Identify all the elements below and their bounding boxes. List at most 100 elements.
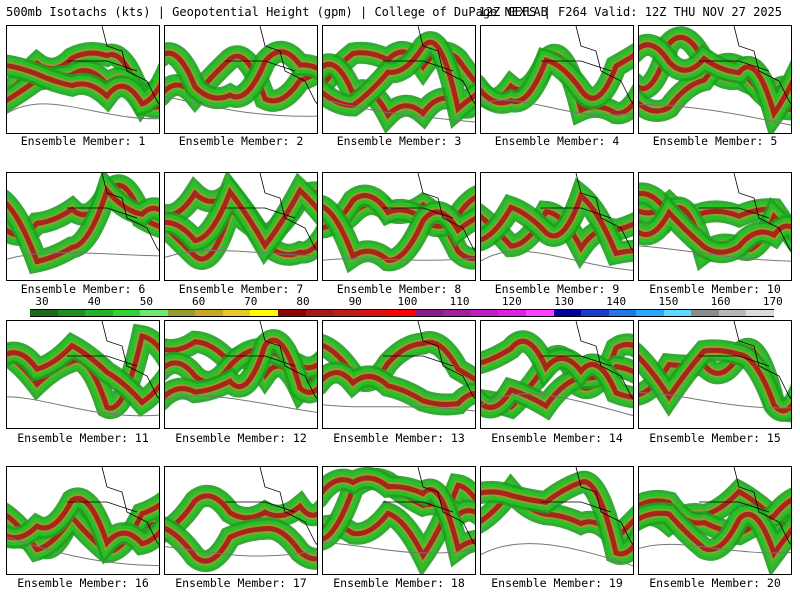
coastline [699, 321, 791, 400]
height-contour [165, 395, 317, 413]
jet-stream-band [165, 186, 317, 250]
scale-tick-label: 60 [191, 295, 206, 308]
jet-stream-band [165, 49, 317, 101]
color-swatch [57, 309, 86, 317]
height-contour [481, 543, 633, 567]
ensemble-member-label: Ensemble Member: 20 [649, 576, 781, 590]
color-swatch [718, 309, 747, 317]
height-contour [639, 245, 791, 262]
jet-stream-band [481, 191, 633, 257]
ensemble-member-map [638, 172, 792, 281]
coastline [383, 321, 475, 400]
height-contour [639, 392, 791, 409]
height-contour [481, 99, 633, 116]
ensemble-member-map [6, 320, 160, 429]
color-swatch [470, 309, 499, 317]
color-swatch [30, 309, 59, 317]
coastline [67, 467, 159, 546]
jet-stream-band [323, 475, 475, 553]
ensemble-member-map [322, 25, 476, 134]
height-contour [639, 543, 791, 554]
ensemble-member-label: Ensemble Member: 12 [175, 431, 307, 445]
height-contour [7, 103, 159, 120]
ensemble-member-map [638, 320, 792, 429]
ensemble-member-map [322, 320, 476, 429]
jet-stream-band [7, 185, 159, 265]
jet-stream-band [323, 482, 475, 561]
ensemble-member-label: Ensemble Member: 5 [652, 134, 778, 148]
height-contour [323, 542, 475, 554]
scale-tick-label: 130 [554, 295, 574, 308]
isotach-color-scale: 30 40 50 60 70 80 90 100 110 120 130 140 150 160 170 [16, 296, 788, 318]
scale-tick-label: 160 [710, 295, 731, 308]
jet-stream-band [323, 49, 475, 90]
ensemble-member-map [480, 466, 634, 575]
ensemble-member-map [480, 25, 634, 134]
ensemble-member-label: Ensemble Member: 16 [17, 576, 149, 590]
ensemble-member-map [638, 466, 792, 575]
color-swatch [663, 309, 692, 317]
jet-stream-band [481, 338, 633, 400]
scale-tick-label: 90 [348, 295, 362, 308]
color-swatch [112, 309, 141, 317]
height-contour [323, 257, 475, 261]
jet-stream-band [481, 53, 633, 106]
height-contour [165, 546, 317, 557]
color-swatch [608, 309, 637, 317]
scale-tick-label: 40 [87, 295, 101, 308]
height-contour [7, 396, 159, 417]
color-swatch [278, 309, 307, 317]
ensemble-member-label: Ensemble Member: 9 [494, 282, 620, 296]
coastline [383, 467, 475, 546]
height-contour [7, 252, 159, 260]
title-left: 500mb Isotachs (kts) | Geopotential Heig… [6, 5, 548, 19]
jet-stream-band [7, 342, 159, 406]
scale-tick-label: 120 [501, 295, 522, 308]
color-swatch [581, 309, 610, 317]
coastline [225, 173, 317, 252]
ensemble-member-map [638, 25, 792, 134]
color-swatch [250, 309, 279, 317]
color-swatch [140, 309, 169, 317]
coastline [699, 467, 791, 546]
jet-stream-band [481, 363, 633, 410]
jet-stream-band [7, 496, 159, 548]
coastline [67, 321, 159, 400]
ensemble-member-map [6, 25, 160, 134]
color-swatch [167, 309, 196, 317]
height-contour [323, 404, 475, 412]
color-swatch [498, 309, 527, 317]
ensemble-member-map [322, 466, 476, 575]
scale-tick-label: 100 [397, 295, 418, 308]
coastline [225, 321, 317, 400]
color-swatch [691, 309, 720, 317]
scale-tick-label: 30 [35, 295, 49, 308]
ensemble-member-map [164, 320, 318, 429]
map-title: 500mb Isotachs (kts) | Geopotential Heig… [4, 4, 796, 20]
coastline [699, 26, 791, 105]
height-contour [165, 95, 317, 117]
ensemble-member-map [480, 172, 634, 281]
coastline [383, 173, 475, 252]
ensemble-member-label: Ensemble Member: 11 [17, 431, 149, 445]
ensemble-member-label: Ensemble Member: 7 [178, 282, 304, 296]
color-swatch [388, 309, 417, 317]
ensemble-member-map [164, 172, 318, 281]
color-swatch [746, 309, 775, 317]
coastline [541, 173, 633, 252]
jet-stream-band [7, 333, 159, 411]
scale-tick-label: 50 [139, 295, 154, 308]
ensemble-member-label: Ensemble Member: 17 [175, 576, 307, 590]
ensemble-member-label: Ensemble Member: 13 [333, 431, 465, 445]
ensemble-member-label: Ensemble Member: 4 [494, 134, 620, 148]
jet-stream-band [165, 493, 317, 534]
ensemble-member-label: Ensemble Member: 18 [333, 576, 465, 590]
jet-stream-band [323, 204, 475, 263]
scale-tick-label: 170 [762, 295, 783, 308]
coastline [67, 26, 159, 105]
ensemble-member-label: Ensemble Member: 1 [20, 134, 146, 148]
jet-stream-band [165, 337, 317, 400]
ensemble-member-label: Ensemble Member: 2 [178, 134, 304, 148]
color-swatch [360, 309, 389, 317]
ensemble-member-label: Ensemble Member: 10 [649, 282, 781, 296]
